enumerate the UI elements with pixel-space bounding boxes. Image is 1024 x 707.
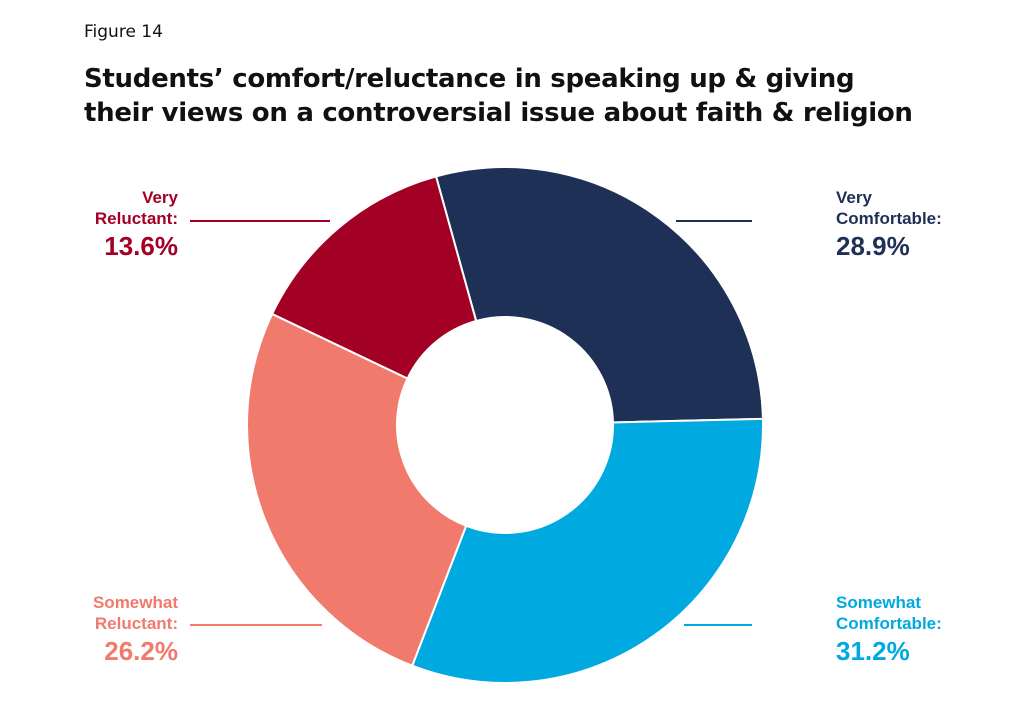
slice-value-very-comfortable: 28.9% [836, 231, 910, 261]
slice-label-very-comfortable: Very [836, 188, 872, 207]
slice-very-comfortable [434, 166, 764, 424]
slice-label-somewhat-reluctant: Somewhat [93, 593, 178, 612]
slice-label-very-reluctant: Very [142, 188, 178, 207]
slice-label-very-comfortable: Comfortable: [836, 209, 942, 228]
slice-value-somewhat-reluctant: 26.2% [104, 636, 178, 666]
slice-somewhat-reluctant [246, 312, 468, 668]
slice-very-reluctant [270, 175, 478, 380]
slice-value-very-reluctant: 13.6% [104, 231, 178, 261]
slice-somewhat-comfortable [410, 417, 764, 684]
slice-label-somewhat-reluctant: Reluctant: [95, 614, 178, 633]
slice-label-somewhat-comfortable: Comfortable: [836, 614, 942, 633]
slice-value-somewhat-comfortable: 31.2% [836, 636, 910, 666]
slice-label-very-reluctant: Reluctant: [95, 209, 178, 228]
chart-title: Students’ comfort/reluctance in speaking… [84, 62, 964, 130]
chart-title-line-2: their views on a controversial issue abo… [84, 98, 913, 128]
slice-label-somewhat-comfortable: Somewhat [836, 593, 921, 612]
chart-title-line-1: Students’ comfort/reluctance in speaking… [84, 64, 855, 94]
figure-label: Figure 14 [84, 22, 163, 42]
